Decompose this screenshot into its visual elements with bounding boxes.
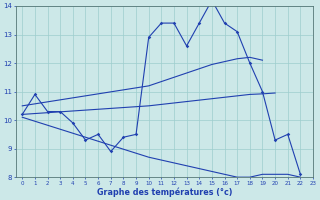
X-axis label: Graphe des températures (°c): Graphe des températures (°c) bbox=[97, 187, 232, 197]
